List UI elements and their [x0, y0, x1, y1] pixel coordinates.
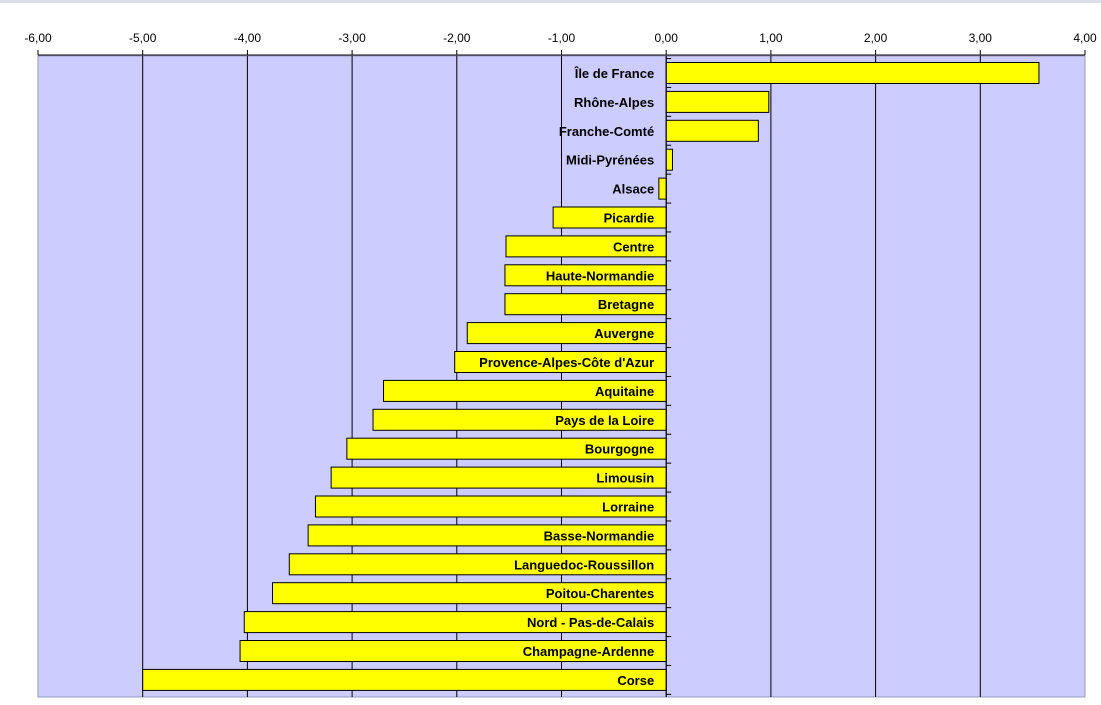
- x-tick-label: 1,00: [759, 31, 783, 45]
- category-label: Auvergne: [594, 326, 654, 341]
- category-label: Haute-Normandie: [546, 268, 654, 283]
- top-strip: [0, 0, 1101, 3]
- category-label: Champagne-Ardenne: [523, 644, 654, 659]
- bar: [665, 119, 759, 142]
- category-label: Alsace: [612, 182, 654, 197]
- category-label: Provence-Alpes-Côte d'Azur: [479, 355, 654, 370]
- category-label: Picardie: [604, 211, 655, 226]
- x-tick-label: 0,00: [655, 31, 679, 45]
- x-tick-label: -4,00: [234, 31, 262, 45]
- category-label: Pays de la Loire: [555, 413, 654, 428]
- category-label: Centre: [613, 239, 654, 254]
- category-label: Basse-Normandie: [544, 528, 655, 543]
- category-label: Nord - Pas-de-Calais: [527, 615, 654, 630]
- category-label: Languedoc-Roussillon: [514, 557, 654, 572]
- x-tick-label: -2,00: [443, 31, 471, 45]
- category-label: Lorraine: [602, 500, 654, 515]
- x-tick-label: -1,00: [548, 31, 576, 45]
- bar: [665, 90, 770, 113]
- x-tick-label: -5,00: [129, 31, 157, 45]
- x-tick-label: -3,00: [338, 31, 366, 45]
- bar: [665, 62, 1040, 84]
- x-tick-label: -6,00: [24, 31, 52, 45]
- x-tick-label: 2,00: [864, 31, 888, 45]
- category-label: Limousin: [596, 471, 654, 486]
- bar: [142, 668, 667, 691]
- x-tick-label: 4,00: [1073, 31, 1097, 45]
- category-label: Poitou-Charentes: [546, 586, 654, 601]
- category-label: Aquitaine: [595, 384, 654, 399]
- category-label: Île de France: [574, 66, 654, 81]
- bar: [658, 177, 667, 200]
- category-label: Rhône-Alpes: [574, 95, 654, 110]
- category-label: Midi-Pyrénées: [566, 153, 654, 168]
- x-tick-label: 3,00: [969, 31, 993, 45]
- bar: [665, 148, 673, 171]
- category-label: Bretagne: [598, 297, 654, 312]
- category-label: Franche-Comté: [559, 124, 654, 139]
- category-label: Bourgogne: [585, 442, 654, 457]
- category-label: Corse: [617, 673, 654, 688]
